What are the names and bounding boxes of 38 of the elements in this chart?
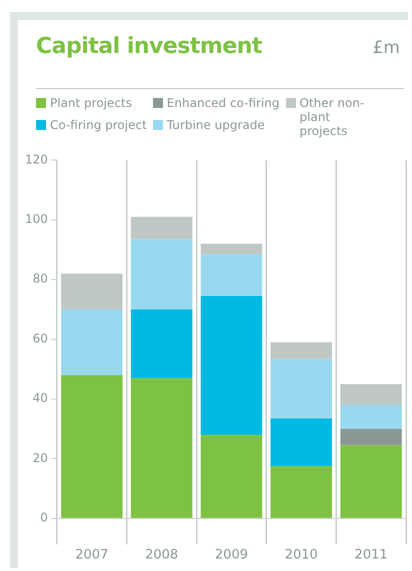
- bar: [200, 244, 262, 254]
- y-tick-label: 100: [25, 212, 48, 226]
- bar: [61, 375, 123, 518]
- y-tick-label: 120: [25, 152, 48, 166]
- bar: [61, 309, 123, 376]
- bar: [270, 358, 332, 418]
- bar: [130, 216, 192, 240]
- bar: [130, 239, 192, 310]
- x-tick-label: 2007: [75, 548, 108, 563]
- legend-label: Other non-plant projects: [300, 96, 366, 138]
- x-tick-label: 2011: [354, 548, 388, 563]
- bar: [340, 428, 402, 446]
- x-tick-label: 2008: [145, 548, 178, 563]
- legend-label: Plant projects: [50, 96, 132, 110]
- legend-label: Enhanced co-firing: [166, 96, 280, 110]
- y-tick-label: 20: [32, 450, 48, 465]
- bar: [130, 309, 192, 378]
- text: £m: [372, 38, 400, 58]
- chart-title: Capital investment: [36, 34, 262, 59]
- bar: [200, 296, 262, 435]
- bar: [130, 378, 192, 518]
- y-tick-label: 60: [32, 331, 48, 346]
- bar: [270, 418, 332, 466]
- bar: [270, 466, 332, 518]
- bar: [340, 404, 402, 429]
- bar: [200, 434, 262, 518]
- legend-label: Turbine upgrade: [166, 118, 265, 132]
- bar: [200, 254, 262, 296]
- x-tick-label: 2009: [214, 548, 248, 563]
- bar: [340, 445, 402, 518]
- bar: [270, 342, 332, 359]
- legend-label: Co-firing project: [50, 118, 147, 132]
- bar: [340, 384, 402, 405]
- x-tick-label: 2010: [284, 548, 318, 563]
- y-tick-label: 40: [32, 391, 48, 406]
- bar: [61, 274, 123, 310]
- y-tick-label: 0: [40, 510, 48, 525]
- y-tick-label: 80: [32, 272, 48, 286]
